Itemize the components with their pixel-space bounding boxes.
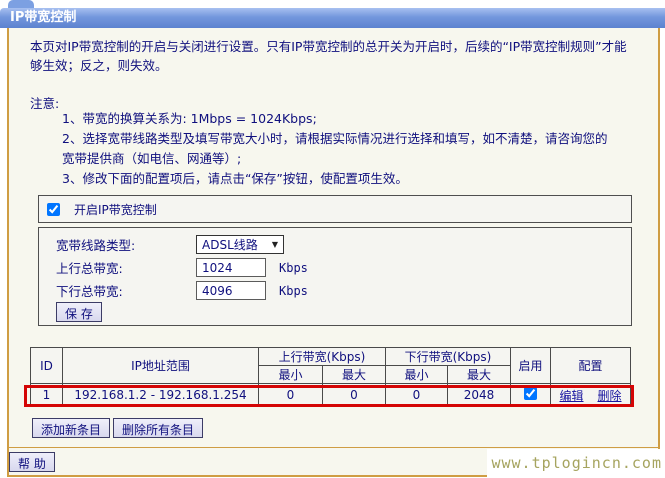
enable-control-box: 开启IP带宽控制 xyxy=(38,195,632,223)
note-item-1: 1、带宽的换算关系为: 1Mbps = 1024Kbps; xyxy=(62,111,317,126)
upstream-total-input[interactable] xyxy=(196,258,266,277)
site-watermark: www.tplogincn.com xyxy=(487,449,665,478)
rule-id-cell: 1 xyxy=(30,383,63,407)
frame-border-right xyxy=(658,28,660,477)
col-header-up-min: 最小 xyxy=(258,365,323,384)
rule-down-max-cell: 2048 xyxy=(447,383,511,407)
notes-list: 1、带宽的换算关系为: 1Mbps = 1024Kbps; 2、选择宽带线路类型… xyxy=(62,109,610,189)
frame-divider-above-help xyxy=(9,447,658,448)
notes-label: 注意: xyxy=(30,96,60,111)
save-button[interactable]: 保 存 xyxy=(56,302,102,322)
col-header-upstream: 上行带宽(Kbps) xyxy=(258,347,386,366)
rule-up-max-cell: 0 xyxy=(322,383,386,407)
col-header-ip-range: IP地址范围 xyxy=(62,347,259,384)
enable-bandwidth-control-checkbox[interactable] xyxy=(47,202,60,216)
frame-border-bottom xyxy=(9,475,658,477)
line-type-selected-value: ADSL线路 xyxy=(202,238,258,252)
col-header-down-min: 最小 xyxy=(385,365,448,384)
add-new-entry-button[interactable]: 添加新条目 xyxy=(32,418,111,438)
note-item-2: 2、选择宽带线路类型及填写带宽大小时，请根据实际情况进行选择和填写，如不清楚，请… xyxy=(62,131,608,166)
upstream-total-label: 上行总带宽: xyxy=(56,261,123,276)
enable-bandwidth-control-label: 开启IP带宽控制 xyxy=(74,202,157,217)
line-type-select[interactable]: ADSL线路 ▼ xyxy=(196,235,284,254)
downstream-total-input[interactable] xyxy=(196,281,266,300)
downstream-total-label: 下行总带宽: xyxy=(56,284,123,299)
col-header-config: 配置 xyxy=(550,347,631,384)
bandwidth-settings-box: 宽带线路类型: ADSL线路 ▼ 上行总带宽: Kbps 下行总带宽: Kbps… xyxy=(38,227,632,326)
select-dropdown-arrow-icon: ▼ xyxy=(271,240,278,249)
delete-all-entries-button[interactable]: 删除所有条目 xyxy=(113,418,204,438)
bandwidth-rules-table: ID IP地址范围 上行带宽(Kbps) 下行带宽(Kbps) 启用 配置 最小… xyxy=(30,347,631,407)
titlebar-corner-tab xyxy=(8,0,34,9)
line-type-label: 宽带线路类型: xyxy=(56,238,136,253)
delete-rule-link[interactable]: 删除 xyxy=(597,388,622,403)
rule-ip-range-cell: 192.168.1.2 - 192.168.1.254 xyxy=(62,383,259,407)
upstream-unit-label: Kbps xyxy=(279,260,308,275)
col-header-up-max: 最大 xyxy=(322,365,386,384)
section-titlebar: IP带宽控制 xyxy=(0,8,665,28)
col-header-id: ID xyxy=(30,347,63,384)
edit-rule-link[interactable]: 编辑 xyxy=(559,388,584,403)
downstream-unit-label: Kbps xyxy=(279,283,308,298)
col-header-enable: 启用 xyxy=(510,347,551,384)
rule-enabled-checkbox[interactable] xyxy=(524,387,537,400)
table-row: 1 192.168.1.2 - 192.168.1.254 0 0 0 2048… xyxy=(30,383,631,407)
note-item-3: 3、修改下面的配置项后，请点击“保存”按钮，使配置项生效。 xyxy=(62,171,408,186)
help-button[interactable]: 帮 助 xyxy=(9,452,55,472)
rule-down-min-cell: 0 xyxy=(385,383,448,407)
frame-border-left xyxy=(7,28,9,477)
col-header-down-max: 最大 xyxy=(447,365,511,384)
rule-up-min-cell: 0 xyxy=(258,383,323,407)
intro-text: 本页对IP带宽控制的开启与关闭进行设置。只有IP带宽控制的总开关为开启时，后续的… xyxy=(30,39,627,73)
col-header-downstream: 下行带宽(Kbps) xyxy=(385,347,511,366)
page-title: IP带宽控制 xyxy=(10,10,77,25)
